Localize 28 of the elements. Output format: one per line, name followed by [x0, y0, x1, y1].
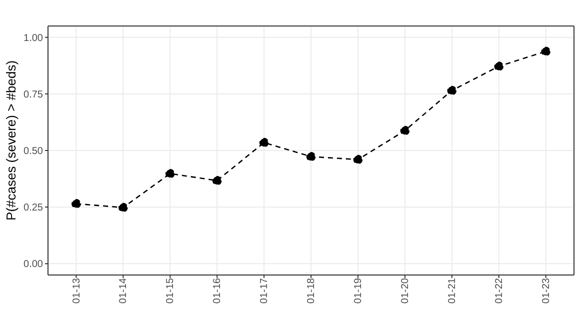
point	[306, 152, 316, 162]
point	[165, 168, 175, 178]
y-tick-label: 0.25	[24, 202, 44, 214]
x-tick-label: 01-18	[306, 278, 318, 304]
point	[259, 138, 269, 148]
y-axis-title: P(#cases (severe) > #beds)	[4, 60, 19, 220]
y-tick-label: 0.50	[24, 146, 44, 158]
point	[72, 199, 81, 208]
x-tick-label: 01-22	[494, 278, 505, 304]
y-tick-label: 0.75	[24, 89, 44, 100]
point	[400, 126, 410, 136]
x-tick-label: 01-20	[400, 278, 412, 304]
x-tick-label: 01-21	[446, 278, 458, 304]
x-tick-label: 01-15	[165, 278, 176, 304]
point	[541, 46, 550, 56]
x-tick-label: 01-23	[540, 278, 552, 304]
x-tick-label: 01-19	[353, 278, 364, 304]
point	[118, 202, 128, 212]
x-tick-label: 01-13	[71, 278, 82, 304]
point	[212, 176, 222, 186]
x-tick-label: 01-16	[212, 278, 224, 304]
point	[447, 86, 457, 96]
x-tick-label: 01-14	[118, 278, 130, 304]
y-tick-label: 0.00	[24, 259, 44, 270]
y-tick-label: 1.00	[24, 32, 44, 44]
x-tick-label: 01-17	[259, 278, 270, 304]
point	[494, 62, 504, 71]
point	[353, 154, 363, 164]
